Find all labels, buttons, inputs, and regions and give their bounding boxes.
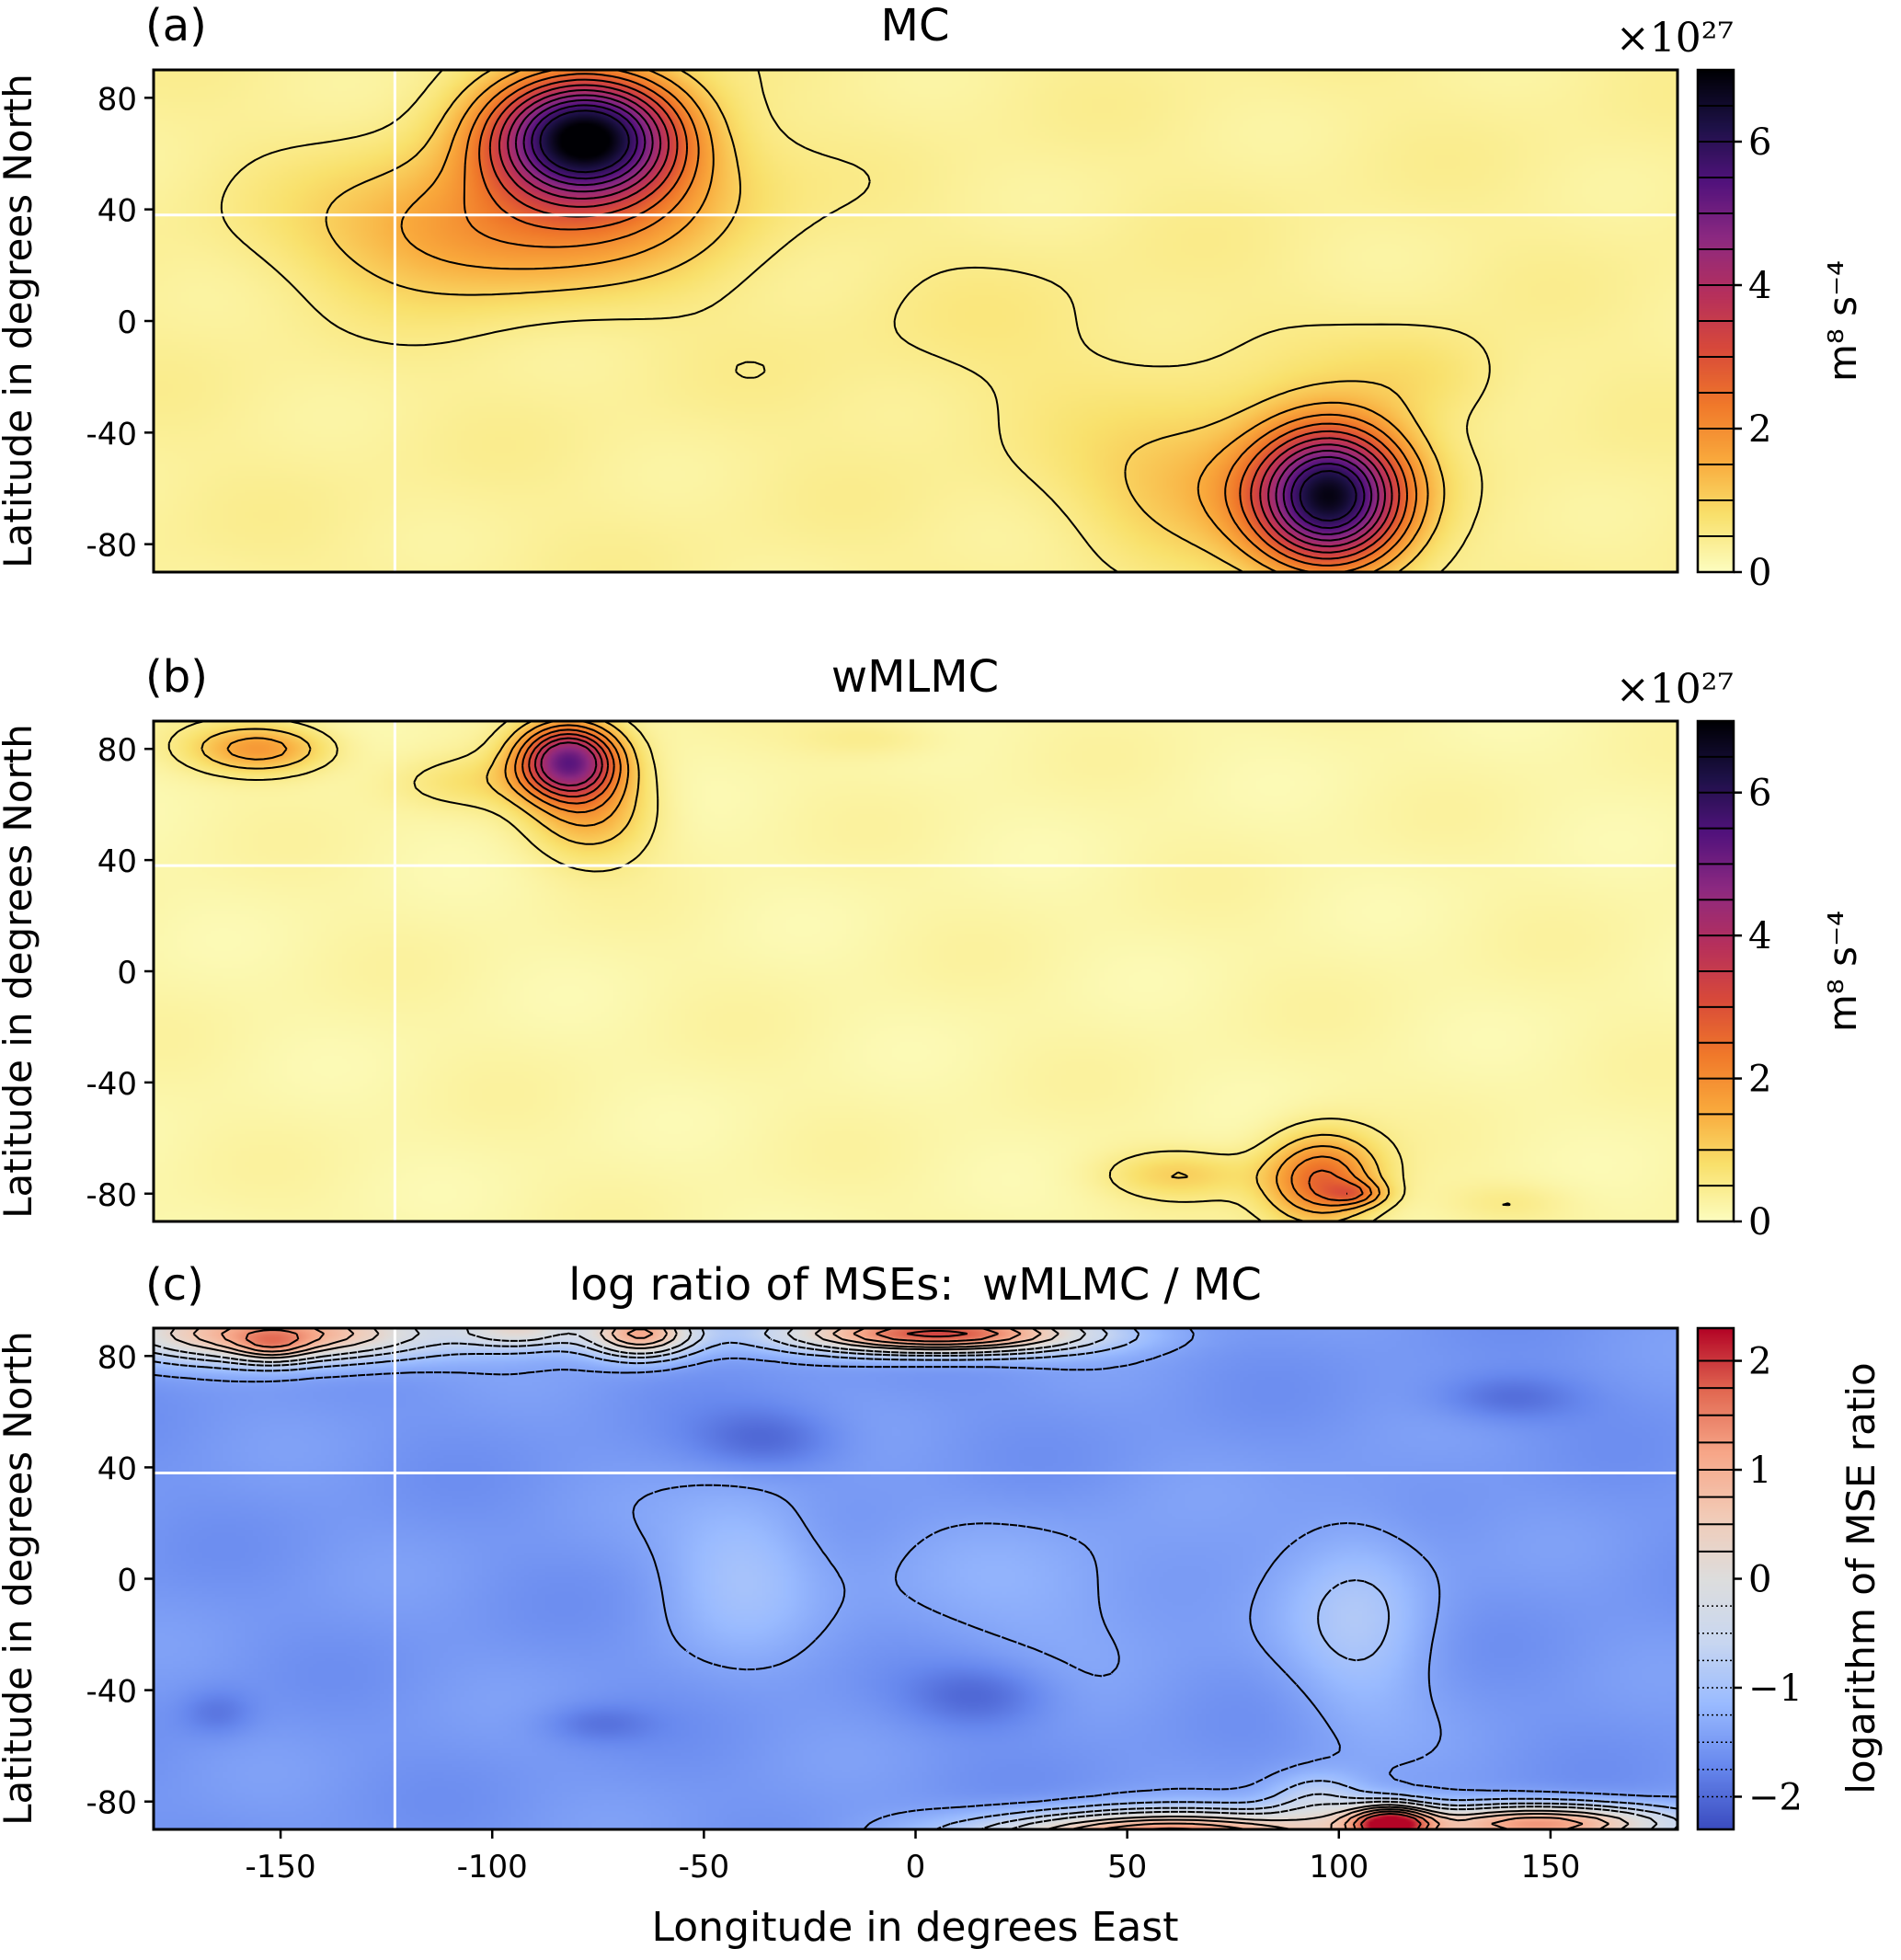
colorbar-ticks-c: 2 1 0 −1 −2 xyxy=(1734,1341,1803,1818)
heatmap-b xyxy=(154,721,1678,1221)
colorbar-tick-label: 0 xyxy=(1748,1201,1771,1244)
contour-level xyxy=(514,724,1373,1207)
contour-level xyxy=(521,728,1364,1202)
y-axis-a: 80 40 0 -40 -80 xyxy=(86,81,154,565)
y-tick-label: -40 xyxy=(86,1674,137,1711)
x-axis-c: -150 -100 -50 0 50 100 150 xyxy=(245,1829,1580,1885)
heatmap-c xyxy=(154,1328,1678,1829)
y-tick-label: 80 xyxy=(97,81,137,118)
x-tick-label: 50 xyxy=(1107,1849,1147,1885)
colorbar-tick-label: 0 xyxy=(1748,552,1771,594)
title-c: log ratio of MSEs: wMLMC / MC xyxy=(568,1259,1262,1311)
contour-level xyxy=(533,737,603,792)
x-tick-label: -100 xyxy=(457,1849,528,1885)
y-tick-label: 80 xyxy=(97,1339,137,1376)
colorbar-frame-a xyxy=(1696,68,1735,574)
colorbar-tick-label: 0 xyxy=(1748,1559,1771,1601)
y-label-c: Latitude in degrees North xyxy=(0,1331,40,1826)
contour-level xyxy=(522,98,1373,535)
x-tick-label: -50 xyxy=(679,1849,730,1885)
panel-c: (c) log ratio of MSEs: wMLMC / MC 80400-… xyxy=(0,1259,1884,1951)
colorbar-tick-label: 2 xyxy=(1748,1059,1771,1101)
colorbar-ticks-b: 0 2 4 6 xyxy=(1734,773,1771,1244)
x-tick-label: 150 xyxy=(1520,1849,1580,1885)
colorbar-tick-label: 1 xyxy=(1748,1450,1771,1492)
y-label-b: Latitude in degrees North xyxy=(0,724,40,1219)
contour-level xyxy=(531,104,1366,530)
colorbar-tick-label: 2 xyxy=(1748,408,1771,451)
y-tick-label: 0 xyxy=(117,304,137,341)
contours-a xyxy=(220,70,1491,572)
y-tick-label: -80 xyxy=(86,528,137,565)
contour-level xyxy=(507,89,1386,548)
contour-level xyxy=(169,1328,1630,1829)
colorbar-tick-label: −2 xyxy=(1748,1776,1803,1818)
x-tick-label: 100 xyxy=(1309,1849,1368,1885)
colorbar-tick-label: −1 xyxy=(1748,1668,1803,1710)
y-axis-c: 80 40 0 -40 -80 xyxy=(86,1339,154,1822)
colorbar-tick-label: 6 xyxy=(1748,773,1771,815)
y-tick-label: -80 xyxy=(86,1785,137,1822)
y-tick-label: 80 xyxy=(97,732,137,769)
contour-level xyxy=(478,73,1408,567)
colorbar-multiplier-b: ×10²⁷ xyxy=(1616,666,1734,713)
contour-level xyxy=(154,1328,1678,1829)
contours-c xyxy=(154,1328,1678,1829)
contour-level xyxy=(539,109,1357,522)
colorbar-multiplier-a: ×10²⁷ xyxy=(1616,15,1734,62)
contour-level xyxy=(528,733,1348,1195)
colorbar-label-c: logarithm of MSE ratio xyxy=(1838,1362,1884,1794)
contour-level xyxy=(488,78,1401,560)
contour-level xyxy=(192,1328,1609,1829)
colorbar-tick-label: 4 xyxy=(1748,265,1771,307)
y-label-a: Latitude in degrees North xyxy=(0,74,40,568)
colorbar-tick-label: 6 xyxy=(1748,121,1771,164)
colorbar-tick-label: 4 xyxy=(1748,915,1771,957)
y-tick-label: 40 xyxy=(97,193,137,230)
contour-level xyxy=(400,70,1429,572)
heatmap-a xyxy=(154,70,1678,572)
y-tick-label: 0 xyxy=(117,1563,137,1599)
x-tick-label: -150 xyxy=(245,1849,315,1885)
contour-level xyxy=(154,1328,1678,1829)
y-axis-b: 80 40 0 -40 -80 xyxy=(86,732,154,1214)
title-a: MC xyxy=(881,0,950,52)
contour-level xyxy=(220,70,1491,572)
panel-label-c: (c) xyxy=(145,1259,204,1311)
title-b: wMLMC xyxy=(831,651,999,703)
colorbar-label-b: m⁸ s⁻⁴ xyxy=(1820,911,1865,1032)
colorbar-levels-a xyxy=(1698,105,1734,537)
panel-label-b: (b) xyxy=(145,651,208,703)
x-tick-label: 0 xyxy=(906,1849,926,1885)
y-tick-label: 40 xyxy=(97,843,137,880)
colorbar-label-a: m⁸ s⁻⁴ xyxy=(1820,260,1865,382)
contours-b xyxy=(167,721,1511,1221)
x-label-c: Longitude in degrees East xyxy=(652,1904,1179,1951)
contour-level xyxy=(906,1330,1422,1829)
colorbar-ticks-a: 0 2 4 6 xyxy=(1734,121,1771,594)
contour-level xyxy=(498,84,1393,554)
colorbar-levels-c xyxy=(1698,1359,1734,1798)
contour-level xyxy=(220,1328,1584,1829)
colorbar-c xyxy=(1698,1328,1734,1829)
contour-level xyxy=(463,70,1418,572)
contour-level xyxy=(514,94,1380,542)
y-tick-label: -80 xyxy=(86,1177,137,1214)
y-tick-label: 0 xyxy=(117,955,137,991)
y-tick-label: -40 xyxy=(86,416,137,453)
contour-level xyxy=(325,70,1446,572)
contour-level xyxy=(540,741,598,787)
contour-level xyxy=(226,721,1381,1214)
colorbar-frame-b xyxy=(1696,719,1735,1223)
panel-label-a: (a) xyxy=(145,0,207,52)
y-tick-label: 40 xyxy=(97,1450,137,1487)
y-tick-label: -40 xyxy=(86,1066,137,1103)
contour-level xyxy=(200,721,1391,1221)
colorbar-tick-label: 2 xyxy=(1748,1341,1771,1383)
colorbar-levels-b xyxy=(1698,755,1734,1187)
